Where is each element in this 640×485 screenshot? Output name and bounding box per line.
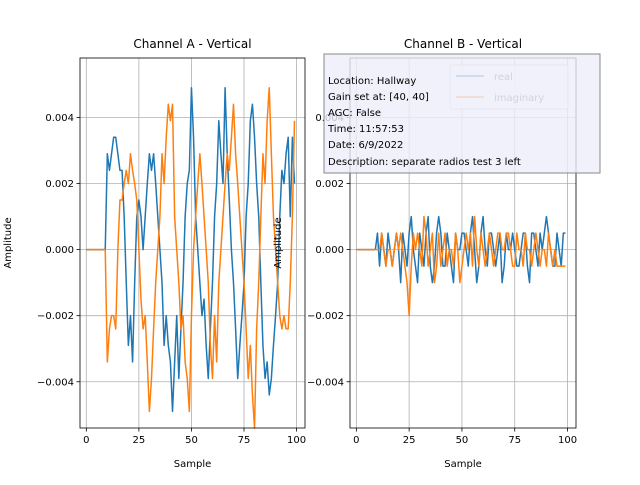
channel-b-xtick-label: 25 — [403, 435, 416, 446]
channel-b-xlabel: Sample — [444, 459, 482, 470]
channel-a-axes-frame — [79, 57, 306, 429]
channel-a-series-imaginary — [86, 86, 296, 429]
info-box-frame — [323, 53, 601, 174]
channel-a-ytick-label: −0.002 — [37, 311, 74, 322]
channel-b-xtick-label: 0 — [353, 435, 359, 446]
channel-b-ytick-label: −0.002 — [307, 311, 344, 322]
channel-a-ylabel: Amplitude — [3, 217, 14, 268]
channel-b-ytick-label: 0.002 — [315, 179, 344, 190]
channel-a-xtick-label: 25 — [133, 435, 146, 446]
channel-a-xlabel: Sample — [174, 459, 212, 470]
channel-a-xtick-label: 0 — [83, 435, 89, 446]
channel-b-title: Channel B - Vertical — [404, 37, 522, 51]
info-gain: Gain set at: [40, 40] — [328, 92, 429, 103]
info-description: Description: separate radios test 3 left — [328, 157, 521, 168]
channel-b-xtick-label: 50 — [456, 435, 469, 446]
channel-a-ytick-label: −0.004 — [37, 377, 74, 388]
channel-a-ytick-label: 0.002 — [45, 179, 74, 190]
channel-a-xtick-label: 75 — [238, 435, 251, 446]
channel-a-title: Channel A - Vertical — [133, 37, 251, 51]
channel-a-xtick-label: 100 — [287, 435, 306, 446]
channel-b-series-imaginary — [356, 215, 566, 317]
channel-b-ylabel: Amplitude — [273, 217, 284, 268]
info-location: Location: Hallway — [328, 76, 416, 87]
info-date: Date: 6/9/2022 — [328, 140, 403, 151]
info-text-box: Location: Hallway Gain set at: [40, 40] … — [323, 53, 601, 174]
info-agc: AGC: False — [328, 108, 381, 119]
channel-a-ytick-label: 0.004 — [45, 113, 74, 124]
channel-b-ytick-label: 0.000 — [315, 245, 344, 256]
channel-a-xtick-label: 50 — [185, 435, 198, 446]
channel-a-ytick-label: 0.000 — [45, 245, 74, 256]
info-time: Time: 11:57:53 — [327, 124, 404, 135]
channel-b-xtick-label: 75 — [508, 435, 521, 446]
channel-b-xtick-label: 100 — [558, 435, 577, 446]
channel-b-ytick-label: −0.004 — [307, 377, 344, 388]
channel-a-plot: 0 25 50 75 100 −0.004 −0.002 0.000 0.002 0.004 Ch… — [3, 37, 306, 470]
